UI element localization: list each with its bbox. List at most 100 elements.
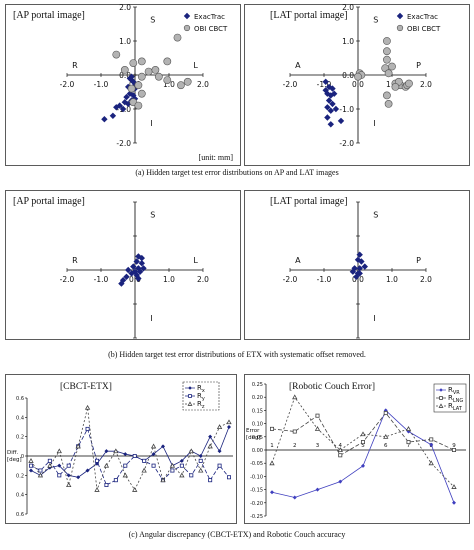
robotic-couch-error-line-chart: [Robotic Couch Error] 0.25 0.20 0.15 0.10 0.0… xyxy=(244,374,470,524)
obi-cbct-point xyxy=(151,66,160,74)
data-point-r-z xyxy=(122,472,128,478)
data-point-r-z xyxy=(141,467,147,473)
y-tick-label: -1.0 xyxy=(339,105,354,114)
data-point-r-y xyxy=(38,468,43,473)
exactrac-point xyxy=(322,78,329,85)
cbct-etx-line-chart: [CBCT-ETX] 0.6 0.4 0.2 0 0.2 0.4 0.6 Diff.[deg] R… xyxy=(5,374,237,524)
x-tick-label: 5 xyxy=(361,443,365,449)
data-point-r-x xyxy=(57,463,62,468)
y-tick-label: 0.15 xyxy=(252,408,263,414)
data-point-r-z xyxy=(75,443,81,449)
ap-portal-scatter-chart: -2.0-1.00.01.02.02.01.00.0-1.0-2.0[AP po… xyxy=(5,3,241,166)
legend-marker xyxy=(188,394,192,398)
exactrac-point xyxy=(121,99,128,106)
direction-label-left: A xyxy=(295,61,301,70)
exactrac-point xyxy=(327,92,334,99)
direction-label-right: L xyxy=(193,256,198,265)
x-tick-label: -2.0 xyxy=(60,80,75,89)
obi-cbct-point xyxy=(384,100,393,108)
legend-marker xyxy=(439,396,443,400)
caption-c: (c) Angular discrepancy (CBCT-ETX) and R… xyxy=(128,530,346,539)
obi-cbct-point xyxy=(183,77,192,86)
exactrac-point xyxy=(356,265,363,272)
plot-frame xyxy=(244,4,470,166)
plot-frame xyxy=(5,190,241,340)
x-tick-label: 2.0 xyxy=(420,80,432,89)
data-point-r-z xyxy=(28,458,34,463)
data-point-r-lat xyxy=(269,460,275,466)
plot-frame xyxy=(5,374,237,524)
legend-label: OBI CBCT xyxy=(194,25,228,33)
x-tick-label: 1 xyxy=(270,443,274,449)
data-point-r-lng xyxy=(338,453,343,458)
data-point-r-x xyxy=(217,449,222,454)
data-point-r-x xyxy=(227,425,231,429)
y-tick-label: 0.4 xyxy=(16,415,24,421)
data-point-r-lat xyxy=(405,426,412,431)
data-point-r-z xyxy=(66,482,72,487)
data-point-r-vr xyxy=(315,487,320,492)
data-point-r-lng xyxy=(315,413,320,418)
y-tick-label: 0.05 xyxy=(252,435,263,441)
exactrac-point xyxy=(125,266,132,274)
plot-frame xyxy=(244,374,470,524)
x-tick-label: 1.0 xyxy=(386,275,398,284)
exactrac-point xyxy=(354,256,362,263)
data-point-r-z xyxy=(56,448,62,454)
x-tick-label: 2.0 xyxy=(197,80,209,89)
obi-cbct-point xyxy=(137,57,146,66)
data-point-r-z xyxy=(226,419,232,425)
y-tick-label: 0.6 xyxy=(16,396,24,402)
legend-label: ExacTrac xyxy=(407,13,438,21)
exactrac-point xyxy=(133,258,140,265)
data-point-r-x xyxy=(151,452,156,457)
x-tick-label: 6 xyxy=(384,443,388,449)
exactrac-point xyxy=(329,100,336,108)
legend-marker xyxy=(439,388,443,392)
exactrac-point xyxy=(324,104,331,111)
y-tick-label: -0.10 xyxy=(250,474,263,480)
data-point-r-y xyxy=(47,458,52,463)
y-axis-label-line2: [deg] xyxy=(246,435,261,441)
data-point-r-z xyxy=(103,462,110,468)
exactrac-point xyxy=(356,251,363,258)
data-point-r-lat xyxy=(314,426,321,431)
y-tick-label: -2.0 xyxy=(339,139,354,148)
exactrac-point xyxy=(358,258,365,265)
data-point-r-lat xyxy=(337,447,343,452)
exactrac-point xyxy=(123,273,130,280)
obi-cbct-point xyxy=(127,84,136,93)
direction-label-left: R xyxy=(72,61,78,70)
x-tick-label: 2.0 xyxy=(420,275,432,284)
data-point-r-z xyxy=(216,424,223,429)
direction-label-bottom: I xyxy=(150,119,152,128)
y-tick-label: 0.0 xyxy=(119,71,131,80)
data-point-r-x xyxy=(123,452,128,457)
data-point-r-y xyxy=(217,463,222,468)
x-tick-label: -1.0 xyxy=(94,80,109,89)
y-tick-label: -0.05 xyxy=(250,461,263,467)
lat-portal-scatter-chart: -2.0-1.00.01.02.02.01.00.0-1.0-2.0[LAT p… xyxy=(244,3,470,166)
exactrac-point xyxy=(327,107,334,114)
data-point-r-lng xyxy=(269,426,274,431)
chart-title: [Robotic Couch Error] xyxy=(289,382,375,392)
data-point-r-lat xyxy=(383,433,389,439)
legend-marker xyxy=(396,24,404,32)
obi-cbct-point xyxy=(173,33,182,42)
legend-marker xyxy=(396,12,404,20)
y-tick-label: 0.10 xyxy=(252,422,263,428)
chart-title: [LAT portal image] xyxy=(270,196,348,207)
exactrac-point xyxy=(324,90,331,97)
exactrac-point xyxy=(361,263,368,270)
data-point-r-y xyxy=(95,458,100,463)
y-tick-label: 0.20 xyxy=(252,395,263,401)
exactrac-point xyxy=(128,73,135,80)
data-point-r-z xyxy=(37,472,44,478)
direction-label-top: S xyxy=(150,210,155,219)
data-point-r-lng xyxy=(292,429,297,434)
exactrac-point xyxy=(116,102,123,109)
exactrac-point xyxy=(131,268,139,275)
direction-label-bottom: I xyxy=(150,314,152,323)
exactrac-point xyxy=(324,114,331,121)
x-tick-label: -2.0 xyxy=(60,275,75,284)
